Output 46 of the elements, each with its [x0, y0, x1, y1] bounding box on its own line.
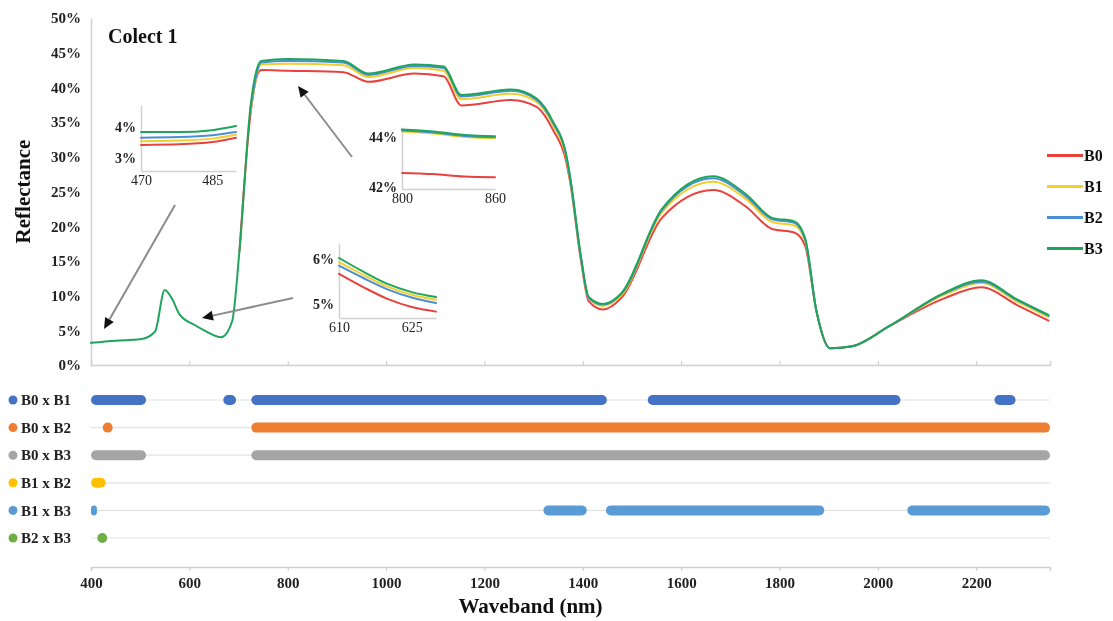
y-tick-label: B1 x B3	[21, 502, 72, 519]
x-tick-label: 1800	[765, 574, 796, 591]
y-tick-label: 5%	[313, 297, 334, 313]
line-series	[338, 272, 437, 313]
x-tick-label: 625	[401, 319, 423, 335]
x-tick-label: 470	[131, 172, 152, 188]
x-tick-label: 860	[485, 190, 506, 206]
y-tick-label: 30%	[51, 149, 81, 166]
x-tick-label: 2000	[863, 574, 894, 591]
legend-label: B2	[1084, 209, 1103, 227]
x-tick-label: 1000	[371, 574, 402, 591]
y-tick-label: 35%	[51, 114, 81, 131]
x-tick-label: 1200	[469, 574, 500, 591]
y-tick-label: 6%	[313, 251, 334, 267]
y-tick-label: 3%	[115, 151, 136, 167]
y-axis-title: Reflectance	[11, 139, 35, 244]
y-tick-label: B0 x B1	[21, 392, 72, 409]
y-tick-label: B2 x B3	[21, 530, 72, 547]
x-tick-label: 600	[178, 574, 202, 591]
y-tick-label: B0 x B3	[21, 447, 72, 464]
y-tick-label: 0%	[58, 357, 81, 374]
y-tick-label: 20%	[51, 218, 81, 235]
x-tick-label: 610	[329, 319, 350, 335]
legend-label: B0	[1084, 147, 1103, 165]
line-series	[90, 57, 1050, 350]
y-tick-label: 45%	[51, 45, 81, 61]
x-axis-title: Waveband (nm)	[458, 594, 603, 618]
x-tick-label: 2200	[961, 574, 992, 591]
y-tick-label: 50%	[51, 10, 81, 27]
y-tick-label: 4%	[115, 119, 136, 135]
y-tick-label: 40%	[51, 79, 81, 96]
x-tick-label: 485	[202, 172, 224, 188]
y-tick-label: 44%	[369, 129, 397, 145]
y-tick-label: 10%	[51, 287, 81, 304]
x-tick-label: 400	[80, 574, 103, 591]
legend-label: B1	[1084, 178, 1103, 196]
y-tick-label: 25%	[51, 183, 81, 200]
y-tick-label: B0 x B2	[21, 419, 72, 436]
y-tick-label: 15%	[51, 253, 81, 270]
chart-title: Colect 1	[108, 25, 178, 47]
y-tick-label: 5%	[58, 322, 81, 339]
y-tick-label: B1 x B2	[21, 475, 72, 492]
x-tick-label: 1400	[568, 574, 599, 591]
x-tick-label: 1600	[666, 574, 697, 591]
x-tick-label: 800	[276, 574, 300, 591]
legend-label: B3	[1084, 240, 1103, 258]
